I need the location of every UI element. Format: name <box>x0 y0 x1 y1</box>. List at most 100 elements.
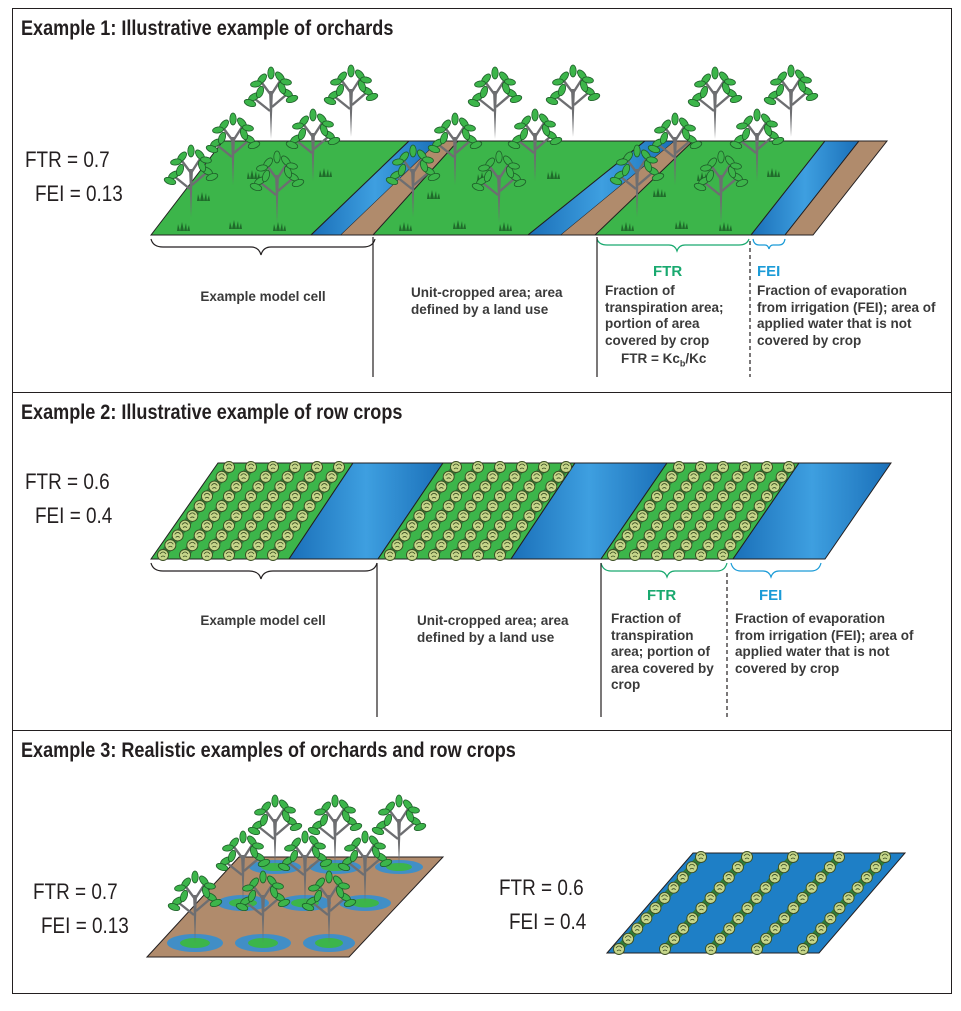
lettuce-head <box>787 851 799 863</box>
lettuce-head <box>731 861 744 874</box>
lettuce-head <box>751 943 763 955</box>
lettuce-head <box>761 490 773 503</box>
lettuce-head <box>384 549 396 561</box>
lettuce-head <box>668 932 681 945</box>
lettuce-head <box>629 549 641 561</box>
lettuce-head <box>450 549 462 561</box>
lettuce-head <box>479 539 492 552</box>
lettuce-head <box>658 509 671 522</box>
lettuce-head <box>215 470 228 483</box>
example-1-panel: Example 1: Illustrative example of orcha… <box>12 8 952 394</box>
lettuce-head <box>523 480 536 493</box>
lettuce-head <box>665 529 678 542</box>
example-3-title: Example 3: Realistic examples of orchard… <box>21 739 516 762</box>
lettuce-head <box>643 500 656 513</box>
lettuce-head <box>530 470 543 483</box>
lettuce-head <box>687 500 700 513</box>
lettuce-head <box>296 509 309 522</box>
lettuce-head <box>702 480 715 493</box>
lettuce-head <box>464 529 477 542</box>
lettuce-head <box>739 519 751 532</box>
lettuce-head <box>622 932 635 945</box>
lettuce-head <box>267 519 279 532</box>
lettuce-head <box>824 912 837 925</box>
ftr-brace <box>600 562 728 579</box>
lettuce-head <box>223 461 235 473</box>
row-crop-diagram <box>150 461 892 717</box>
lettuce-head <box>252 539 265 552</box>
lettuce-head <box>677 922 690 935</box>
lettuce-head <box>695 851 707 863</box>
fei-tag: FEI <box>759 587 783 604</box>
lettuce-head <box>508 500 521 513</box>
lettuce-head <box>281 470 294 483</box>
lettuce-head <box>171 529 184 542</box>
model-cell-brace <box>150 238 376 256</box>
lettuce-head <box>614 539 627 552</box>
lettuce-head <box>680 509 693 522</box>
lettuce-head <box>442 529 455 542</box>
lettuce-head <box>391 539 404 552</box>
lettuce-head <box>420 500 433 513</box>
lettuce-head <box>186 509 199 522</box>
lettuce-head <box>501 509 514 522</box>
lettuce-head <box>680 480 693 493</box>
lettuce-head <box>709 529 722 542</box>
lettuce-head <box>501 480 514 493</box>
lettuce-head <box>713 881 726 894</box>
example-1-ftr-value: FTR = 0.7 <box>25 147 110 172</box>
lettuce-head <box>739 490 751 503</box>
lettuce-head <box>680 539 693 552</box>
lettuce-head <box>479 480 492 493</box>
lettuce-head <box>267 549 279 561</box>
lettuce-head <box>717 549 729 561</box>
example-2-panel: Example 2: Illustrative example of row c… <box>12 392 952 732</box>
lettuce-head <box>245 519 257 532</box>
lettuce-head <box>731 500 744 513</box>
lettuce-head <box>516 461 528 473</box>
lettuce-head <box>778 912 791 925</box>
lettuce-head <box>851 881 864 894</box>
lettuce-head <box>714 932 727 945</box>
lettuce-head <box>201 519 213 532</box>
lettuce-head <box>759 881 772 894</box>
lettuce-head <box>494 461 506 473</box>
ftr-tag: FTR <box>653 263 683 280</box>
lettuce-head <box>516 490 528 503</box>
lettuce-head <box>659 943 671 955</box>
lettuce-head <box>621 529 634 542</box>
lettuce-head <box>636 539 649 552</box>
example-2-ftr-value: FTR = 0.6 <box>25 469 110 494</box>
lettuce-head <box>823 861 836 874</box>
ftr-brace <box>596 238 750 253</box>
example-1-title: Example 1: Illustrative example of orcha… <box>21 17 394 40</box>
lettuce-head <box>814 871 827 884</box>
lettuce-head <box>457 480 470 493</box>
orchard-diagram <box>149 63 889 377</box>
lettuce-head <box>245 549 257 561</box>
lettuce-head <box>753 470 766 483</box>
lettuce-head <box>450 519 462 532</box>
lettuce-head <box>442 500 455 513</box>
lettuce-head <box>303 470 316 483</box>
lettuce-head <box>775 470 788 483</box>
lettuce-head <box>761 461 773 473</box>
lettuce-head <box>833 851 845 863</box>
lettuce-head <box>494 519 506 532</box>
lettuce-head <box>879 851 891 863</box>
lettuce-head <box>413 539 426 552</box>
lettuce-head <box>796 891 809 904</box>
lettuce-head <box>717 461 729 473</box>
lettuce-head <box>695 461 707 473</box>
lettuce-head <box>777 861 790 874</box>
ftr-description: Fraction of transpiration area; portion … <box>605 283 724 348</box>
lettuce-head <box>741 902 754 915</box>
lettuce-head <box>208 509 221 522</box>
lettuce-head <box>479 509 492 522</box>
lettuce-head <box>842 891 855 904</box>
model-cell-label: Example model cell <box>200 289 326 304</box>
lettuce-head <box>289 461 301 473</box>
lettuce-head <box>274 480 287 493</box>
model-cell-label: Example model cell <box>200 613 326 628</box>
lettuce-head <box>223 490 235 503</box>
